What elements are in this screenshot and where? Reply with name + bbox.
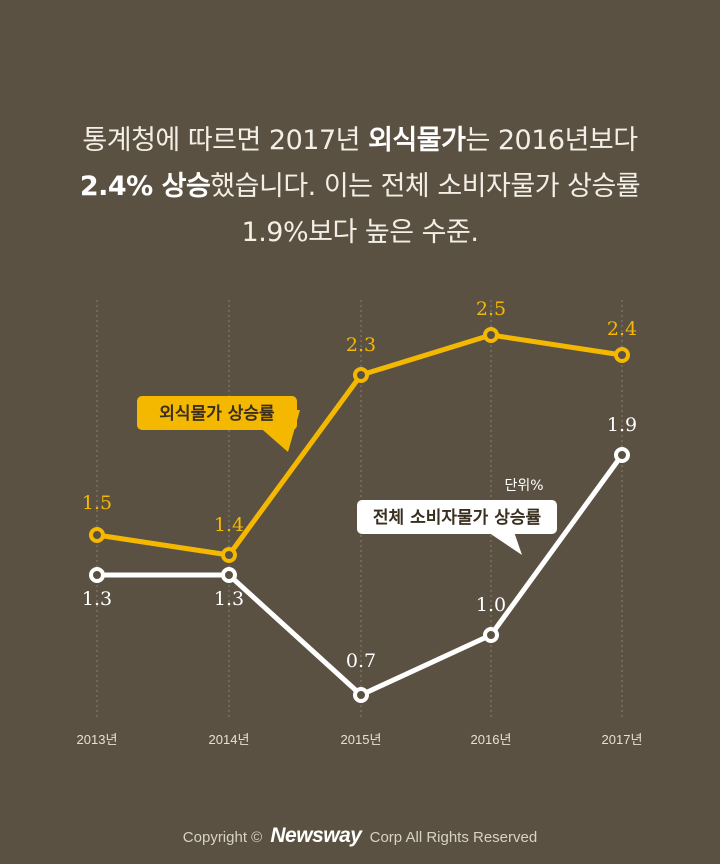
headline-line-1: 통계청에 따르면 2017년 외식물가는 2016년보다 bbox=[0, 118, 720, 164]
headline: 통계청에 따르면 2017년 외식물가는 2016년보다 2.4% 상승했습니다… bbox=[0, 118, 720, 256]
x-tick-label: 2015년 bbox=[341, 732, 382, 747]
data-label: 2.5 bbox=[476, 298, 506, 320]
legend-label-food: 외식물가 상승률 bbox=[159, 404, 275, 424]
chart-labels: 1.5 1.4 2.3 2.5 2.4 1.3 1.3 0.7 1.0 1.9 bbox=[82, 298, 637, 672]
data-label: 1.4 bbox=[214, 514, 244, 536]
footer: Copyright © Newsway Corp All Rights Rese… bbox=[0, 824, 720, 848]
headline-text: 했습니다. 이는 전체 소비자물가 상승률 bbox=[210, 171, 641, 202]
headline-text: 통계청에 따르면 2017년 bbox=[82, 125, 369, 156]
data-label: 2.4 bbox=[607, 318, 637, 340]
data-point bbox=[89, 567, 105, 583]
data-point bbox=[614, 347, 630, 363]
data-point bbox=[221, 567, 237, 583]
rights-text: Corp All Rights Reserved bbox=[369, 829, 538, 846]
brand-logo: Newsway bbox=[270, 824, 362, 847]
copyright-text: Copyright © bbox=[182, 829, 263, 846]
data-point bbox=[221, 547, 237, 563]
headline-text: 는 2016년보다 bbox=[465, 125, 638, 156]
unit-label: 단위% bbox=[504, 478, 543, 494]
legend-label-cpi: 전체 소비자물가 상승률 bbox=[373, 508, 542, 528]
data-label: 1.5 bbox=[82, 492, 112, 514]
data-label: 2.3 bbox=[346, 334, 376, 356]
data-label: 1.0 bbox=[476, 594, 506, 616]
callout-box-food bbox=[137, 396, 297, 430]
x-axis-ticks: 2013년 2014년 2015년 2016년 2017년 bbox=[77, 732, 643, 747]
headline-bold: 외식물가 bbox=[368, 125, 466, 156]
data-label: 1.3 bbox=[82, 588, 112, 610]
headline-bold: 2.4% 상승 bbox=[79, 171, 211, 202]
data-point bbox=[483, 327, 499, 343]
headline-line-2: 2.4% 상승했습니다. 이는 전체 소비자물가 상승률 bbox=[0, 164, 720, 210]
data-point bbox=[89, 527, 105, 543]
data-point bbox=[353, 687, 369, 703]
data-label: 1.9 bbox=[607, 414, 637, 436]
headline-text: 1.9%보다 높은 수준. bbox=[241, 217, 479, 248]
callout-box-cpi bbox=[357, 500, 557, 534]
x-tick-label: 2016년 bbox=[471, 732, 512, 747]
data-point bbox=[353, 367, 369, 383]
x-tick-label: 2017년 bbox=[602, 732, 643, 747]
x-tick-label: 2014년 bbox=[209, 732, 250, 747]
x-tick-label: 2013년 bbox=[77, 732, 118, 747]
data-label: 0.7 bbox=[346, 650, 376, 672]
chart-points bbox=[89, 327, 630, 703]
data-label: 1.3 bbox=[214, 588, 244, 610]
data-point bbox=[483, 627, 499, 643]
data-point bbox=[614, 447, 630, 463]
headline-line-3: 1.9%보다 높은 수준. bbox=[0, 210, 720, 256]
